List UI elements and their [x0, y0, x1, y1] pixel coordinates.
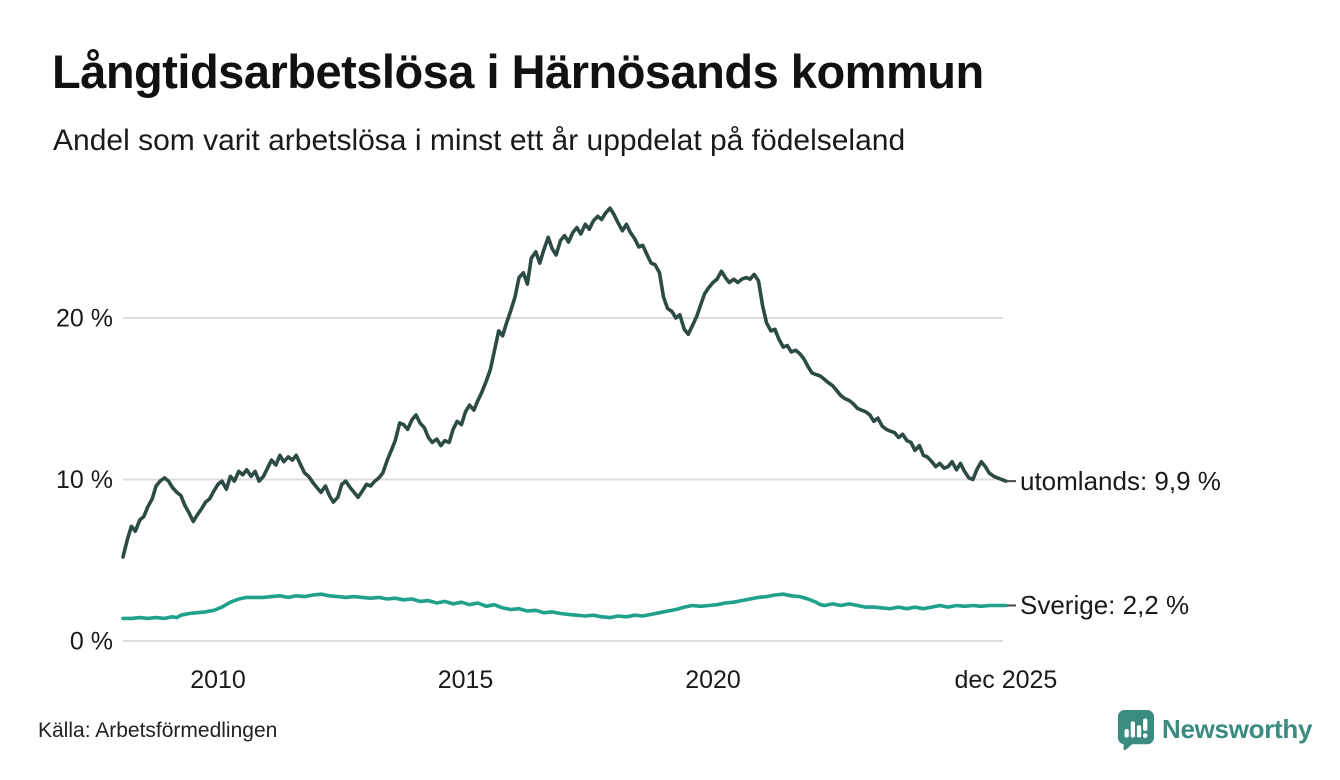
x-tick-label: 2015	[438, 666, 494, 694]
bar-chart-speech-bubble-icon	[1117, 710, 1154, 750]
series-end-label-utomlands: utomlands: 9,9 %	[1020, 466, 1221, 497]
series-line-Sverige	[121, 592, 1008, 621]
y-tick-label: 20 %	[56, 305, 113, 333]
y-tick-label: 10 %	[56, 466, 113, 494]
y-tick-label: 0 %	[70, 628, 113, 656]
newsworthy-wordmark: Newsworthy	[1162, 713, 1313, 744]
page-subtitle: Andel som varit arbetslösa i minst ett å…	[53, 124, 906, 157]
series-end-label-sverige: Sverige: 2,2 %	[1020, 590, 1190, 621]
series-line-utomlands	[121, 206, 1008, 559]
x-tick-label: 2020	[685, 666, 741, 694]
x-tick-label: dec 2025	[954, 666, 1057, 694]
newsworthy-logo: Newsworthy	[1116, 708, 1312, 750]
page-title: Långtidsarbetslösa i Härnösands kommun	[52, 45, 984, 98]
x-tick-label: 2010	[190, 666, 246, 694]
source-note: Källa: Arbetsförmedlingen	[38, 719, 278, 742]
